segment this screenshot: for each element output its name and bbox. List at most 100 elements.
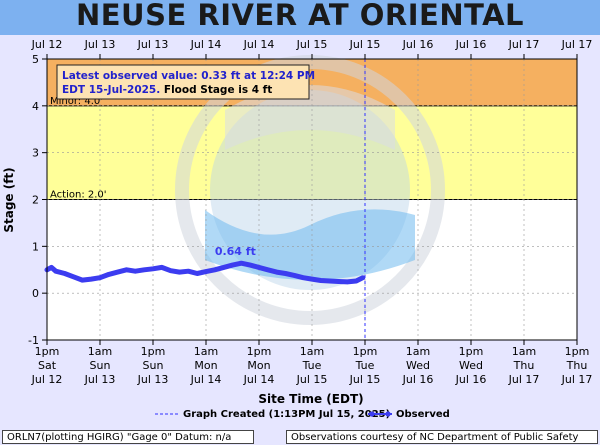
observed-point-19 <box>203 269 209 274</box>
watermark-wave <box>205 209 415 280</box>
observed-point-7 <box>97 275 103 280</box>
observed-point-21 <box>221 265 226 270</box>
footer-datum-info: ORLN7(plotting HGIRG) "Gage 0" Datum: n/… <box>2 430 254 444</box>
observed-point-32 <box>318 278 324 283</box>
observed-point-31 <box>309 276 315 282</box>
y-axis-ticks: -1 0 1 2 3 4 5 <box>28 53 47 347</box>
observed-point-25 <box>256 265 262 270</box>
info-line-2: EDT 15-Jul-2025. Flood Stage is 4 ft <box>62 84 272 96</box>
observed-point-13 <box>150 266 156 272</box>
legend-created-label: Graph Created (1:13PM Jul 15, 2025) <box>183 409 390 420</box>
observed-point-5 <box>80 277 85 283</box>
x-day-label-10: Thu <box>566 359 588 372</box>
x-top-label-10: Jul 17 <box>561 38 593 51</box>
x-day-label-5: Tue <box>302 359 322 372</box>
observed-point-6 <box>88 276 94 282</box>
x-time-label-4: 1pm <box>247 345 272 358</box>
x-time-label-0: 1pm <box>35 345 60 358</box>
x-top-label-1: Jul 13 <box>84 38 116 51</box>
y-tick-label-0: -1 <box>28 334 39 347</box>
observed-point-20 <box>212 267 218 272</box>
x-time-label-9: 1am <box>512 345 536 358</box>
x-time-label-10: 1pm <box>565 345 590 358</box>
legend-observed-dot-a <box>369 411 375 417</box>
x-top-label-4: Jul 14 <box>243 38 275 51</box>
x-date-label-0: Jul 12 <box>31 373 63 386</box>
observed-series: 0.64 ft <box>44 245 366 285</box>
observed-point-27 <box>274 269 279 275</box>
info-flood-stage: Flood Stage is 4 ft <box>164 84 272 96</box>
observed-point-22 <box>230 262 235 268</box>
y-tick-label-5: 4 <box>32 100 39 113</box>
x-axis-top-ticks: Jul 12 Jul 13 Jul 13 Jul 14 Jul 14 Jul 15 Jul … <box>31 38 593 59</box>
latest-observed-info-box: Latest observed value: 0.33 ft at 12:24 … <box>56 64 315 100</box>
chart-title: NEUSE RIVER AT ORIENTAL <box>75 0 525 32</box>
x-day-label-7: Wed <box>406 359 430 372</box>
x-time-label-3: 1am <box>194 345 218 358</box>
observed-point-16 <box>177 269 182 275</box>
y-axis-label: Stage (ft) <box>2 167 16 232</box>
observed-point-11 <box>133 268 138 274</box>
observed-point-12 <box>141 267 147 272</box>
title-bar: NEUSE RIVER AT ORIENTAL <box>0 0 600 35</box>
observed-point-24 <box>247 262 253 268</box>
observed-point-14 <box>159 265 165 270</box>
info-line-1: Latest observed value: 0.33 ft at 12:24 … <box>62 70 315 82</box>
x-top-label-9: Jul 17 <box>508 38 540 51</box>
observed-point-9 <box>115 269 120 275</box>
y-tick-label-2: 1 <box>32 240 39 253</box>
observed-point-23 <box>239 260 244 266</box>
x-top-label-2: Jul 13 <box>137 38 169 51</box>
x-time-label-1: 1am <box>88 345 112 358</box>
x-time-label-7: 1am <box>406 345 430 358</box>
observed-point-29 <box>292 273 297 278</box>
x-day-label-3: Mon <box>194 359 217 372</box>
y-tick-label-6: 5 <box>32 53 39 66</box>
observed-point-4 <box>71 274 76 279</box>
x-top-label-7: Jul 16 <box>402 38 434 51</box>
zone-label-1: Minor: 4.0' <box>50 96 103 107</box>
x-date-label-8: Jul 16 <box>455 373 487 386</box>
noaa-watermark <box>175 55 445 325</box>
x-day-label-4: Mon <box>247 359 270 372</box>
x-top-label-6: Jul 15 <box>349 38 381 51</box>
observed-point-10 <box>124 267 129 272</box>
observed-point-15 <box>168 268 173 273</box>
observed-point-37 <box>360 275 365 280</box>
x-time-label-5: 1am <box>300 345 324 358</box>
x-day-label-2: Sun <box>143 359 164 372</box>
footer-courtesy: Observations courtesy of NC Department o… <box>286 430 598 444</box>
x-day-label-9: Thu <box>513 359 535 372</box>
x-day-label-8: Wed <box>459 359 483 372</box>
legend-observed-label: Observed <box>396 409 450 420</box>
x-date-label-5: Jul 15 <box>296 373 328 386</box>
y-tick-label-1: 0 <box>32 287 39 300</box>
x-axis-label: Site Time (EDT) <box>258 392 363 406</box>
x-time-label-8: 1pm <box>459 345 484 358</box>
x-time-label-6: 1pm <box>353 345 378 358</box>
observed-point-1 <box>49 265 54 270</box>
x-time-label-2: 1pm <box>141 345 166 358</box>
observed-point-3 <box>62 271 67 276</box>
x-date-label-10: Jul 17 <box>561 373 593 386</box>
x-top-label-0: Jul 12 <box>31 38 63 51</box>
observed-point-33 <box>327 278 332 284</box>
observed-point-30 <box>300 275 306 280</box>
observed-point-17 <box>186 268 191 274</box>
x-date-label-4: Jul 14 <box>243 373 275 386</box>
observed-point-2 <box>53 268 59 274</box>
x-day-label-1: Sun <box>90 359 111 372</box>
x-date-label-9: Jul 17 <box>508 373 540 386</box>
observed-point-26 <box>265 267 271 272</box>
chart-legend: Graph Created (1:13PM Jul 15, 2025) Obser… <box>155 409 450 420</box>
x-top-label-3: Jul 14 <box>190 38 222 51</box>
y-tick-label-3: 2 <box>32 194 39 207</box>
max-annotation-0: 0.64 ft <box>215 245 256 258</box>
info-box-frame <box>56 64 310 100</box>
x-day-label-0: Sat <box>38 359 57 372</box>
observed-point-28 <box>283 271 288 276</box>
x-top-label-8: Jul 16 <box>455 38 487 51</box>
info-date: EDT 15-Jul-2025. <box>62 84 164 96</box>
zone-label-0: Action: 2.0' <box>50 190 107 201</box>
